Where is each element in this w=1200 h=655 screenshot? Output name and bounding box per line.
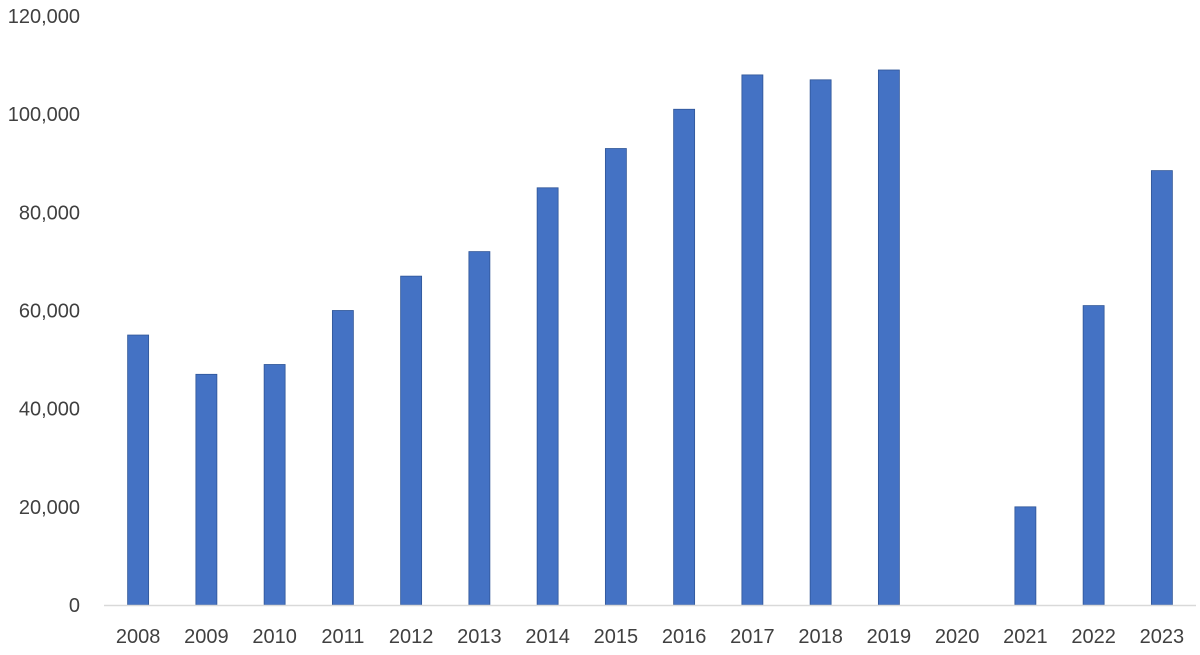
bar-2009 [195, 373, 218, 606]
x-tick-label: 2016 [662, 626, 707, 648]
bar-2015 [604, 148, 627, 606]
bar-2019 [877, 69, 900, 606]
x-axis: 2008 2009 2010 2011 2012 2013 2014 2015 2016 2017… [116, 626, 1184, 648]
x-tick-label: 2019 [867, 626, 912, 648]
bar-2016 [673, 108, 696, 606]
x-tick-label: 2023 [1140, 626, 1185, 648]
bar-2018 [809, 79, 832, 606]
bar-2023 [1150, 170, 1173, 606]
bar-2011 [331, 310, 354, 606]
bar-2012 [400, 275, 423, 606]
bar-2021 [1014, 506, 1037, 606]
x-tick-label: 2010 [252, 626, 297, 648]
x-tick-label: 2012 [389, 626, 434, 648]
x-tick-label: 2008 [116, 626, 161, 648]
x-tick-label: 2022 [1071, 626, 1116, 648]
x-tick-label: 2017 [730, 626, 775, 648]
x-tick-label: 2015 [594, 626, 639, 648]
y-tick-label: 100,000 [8, 104, 80, 126]
y-tick-label: 120,000 [8, 6, 80, 28]
x-tick-label: 2009 [184, 626, 229, 648]
bar-2010 [263, 364, 286, 606]
bar-series [127, 69, 1173, 606]
y-tick-label: 0 [69, 595, 80, 617]
y-tick-label: 40,000 [19, 399, 80, 421]
bar-2014 [536, 187, 559, 606]
y-tick-label: 80,000 [19, 202, 80, 224]
x-tick-label: 2011 [321, 626, 364, 648]
x-tick-label: 2018 [798, 626, 843, 648]
x-tick-label: 2020 [935, 626, 980, 648]
x-tick-label: 2014 [525, 626, 570, 648]
bar-2022 [1082, 305, 1105, 606]
bar-2008 [127, 334, 150, 606]
y-tick-label: 20,000 [19, 497, 80, 519]
y-tick-label: 60,000 [19, 301, 80, 323]
bar-2013 [468, 251, 491, 606]
x-tick-label: 2013 [457, 626, 502, 648]
bar-2017 [741, 74, 764, 606]
y-axis: 0 20,000 40,000 60,000 80,000 100,000 120,000 [8, 6, 80, 617]
x-tick-label: 2021 [1003, 626, 1048, 648]
